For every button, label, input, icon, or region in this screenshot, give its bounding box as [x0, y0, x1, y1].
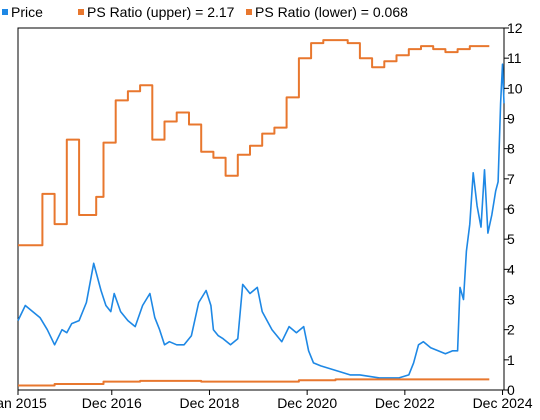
- x-tick-label: Dec 2024: [473, 395, 533, 411]
- ps-ratio-lower-line: [18, 378, 490, 387]
- price-line: [17, 63, 505, 379]
- chart-legend: Price PS Ratio (upper) = 2.17 PS Ratio (…: [0, 4, 540, 24]
- legend-item-ps-upper[interactable]: PS Ratio (upper) = 2.17: [78, 4, 234, 20]
- legend-swatch-ps-lower: [246, 9, 252, 15]
- y-tick-label: 0: [507, 382, 515, 398]
- y-tick-label: 8: [507, 141, 515, 157]
- y-tick-label: 10: [507, 80, 523, 96]
- series-layer: [17, 39, 505, 387]
- x-tick-label: Jan 2015: [0, 395, 47, 411]
- x-tick-label: Dec 2022: [375, 395, 435, 411]
- legend-label-price: Price: [11, 4, 43, 20]
- x-tick-label: Dec 2016: [82, 395, 142, 411]
- x-tick-label: Dec 2020: [277, 395, 337, 411]
- x-axis: Jan 2015 Dec 2016 Dec 2018 Dec 2020 Dec 2022…: [0, 390, 533, 411]
- y-tick-label: 2: [507, 322, 515, 338]
- y-tick-label: 9: [507, 111, 515, 127]
- ps-ratio-upper-line: [18, 39, 490, 247]
- y-tick-label: 11: [507, 50, 522, 66]
- y-tick-label: 6: [507, 201, 515, 217]
- y-tick-label: 5: [507, 231, 515, 247]
- x-tick-label: Dec 2018: [180, 395, 240, 411]
- y-tick-label: 12: [507, 20, 523, 36]
- plot-area: [17, 27, 505, 391]
- legend-swatch-price: [2, 9, 8, 15]
- y-tick-label: 7: [507, 171, 515, 187]
- legend-item-ps-lower[interactable]: PS Ratio (lower) = 0.068: [246, 4, 408, 20]
- legend-label-ps-upper: PS Ratio (upper) = 2.17: [87, 4, 235, 20]
- legend-swatch-ps-upper: [78, 9, 84, 15]
- y-tick-label: 3: [507, 292, 515, 308]
- legend-label-ps-lower: PS Ratio (lower) = 0.068: [255, 4, 408, 20]
- legend-item-price[interactable]: Price: [2, 4, 43, 20]
- y-tick-label: 1: [507, 352, 515, 368]
- y-tick-label: 4: [507, 261, 515, 277]
